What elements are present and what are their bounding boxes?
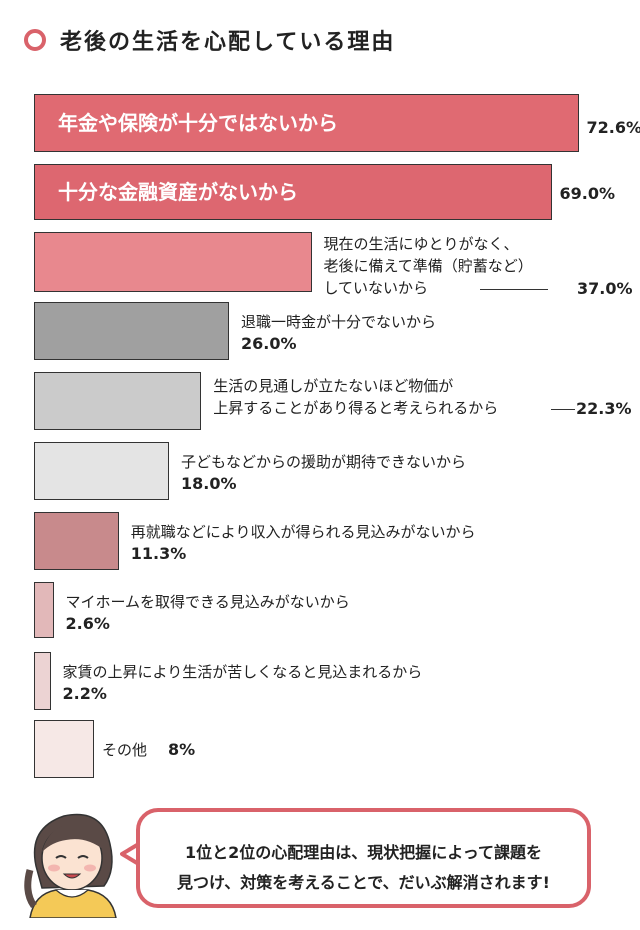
speech-line-1: 1位と2位の心配理由は、現状把握によって課題を	[185, 843, 542, 862]
woman-avatar-icon	[24, 813, 117, 918]
bar-label-3: 現在の生活にゆとりがなく、 老後に備えて準備（貯蓄など） していないから	[324, 234, 533, 299]
value-label-7: 11.3%	[130, 544, 187, 563]
bar-label-1: 年金や保険が十分ではないから	[58, 111, 338, 135]
value-label-6: 18.0%	[181, 474, 237, 493]
leader-line-3	[479, 288, 548, 290]
bar-6	[34, 442, 169, 500]
bar-label-4: 退職一時金が十分でないから	[241, 313, 437, 331]
value-label-2: 69.0%	[559, 184, 616, 203]
value-label-8: 2.6%	[65, 614, 110, 633]
bar-label-9: 家賃の上昇により生活が苦しくなると見込まれるから	[62, 663, 423, 681]
speech-bubble: 1位と2位の心配理由は、現状把握によって課題を 見つけ、対策を考えることで、だい…	[136, 808, 591, 908]
value-label-5: 22.3%	[576, 398, 632, 418]
value-label-3: 37.0%	[577, 278, 633, 298]
bar-3	[34, 232, 312, 292]
title-row: 老後の生活を心配している理由	[24, 20, 395, 60]
bar-label-line: 生活の見通しが立たないほど物価が	[213, 377, 454, 395]
bar-label-2: 十分な金融資産がないから	[58, 180, 298, 204]
bar-label-8: マイホームを取得できる見込みがないから	[65, 593, 350, 611]
bar-7	[34, 512, 119, 570]
bar-label-10: その他	[102, 741, 148, 759]
value-label-4: 26.0%	[241, 334, 297, 353]
bar-label-7: 再就職などにより収入が得られる見込みがないから	[130, 523, 476, 541]
bar-9	[34, 652, 51, 710]
bar-5	[34, 372, 202, 430]
bar-10	[34, 720, 94, 778]
bar-label-line: していないから	[323, 278, 429, 297]
bar-label-6: 子どもなどからの援助が期待できないから	[181, 453, 467, 471]
bar-label-5: 生活の見通しが立たないほど物価が上昇することがあり得ると考えられるから	[213, 376, 498, 420]
bar-4	[34, 302, 229, 360]
value-label-9: 2.2%	[62, 684, 107, 703]
value-label-10: 8%	[168, 740, 196, 759]
bar-label-line: 上昇することがあり得ると考えられるから	[213, 398, 499, 417]
chart-title: 老後の生活を心配している理由	[60, 30, 396, 55]
bar-2	[34, 164, 552, 220]
title-bullet-icon	[24, 29, 46, 51]
speech-line-2: 見つけ、対策を考えることで、だいぶ解消されます!	[177, 873, 550, 892]
value-label-1: 72.6%	[586, 118, 640, 137]
bar-label-line: 老後に備えて準備（貯蓄など）	[323, 256, 533, 275]
bar-1	[34, 94, 579, 152]
leader-line-5	[551, 408, 576, 410]
bar-label-line: 現在の生活にゆとりがなく、	[323, 235, 519, 253]
bar-8	[34, 582, 54, 638]
speech-text: 1位と2位の心配理由は、現状把握によって課題を 見つけ、対策を考えることで、だい…	[140, 838, 587, 898]
